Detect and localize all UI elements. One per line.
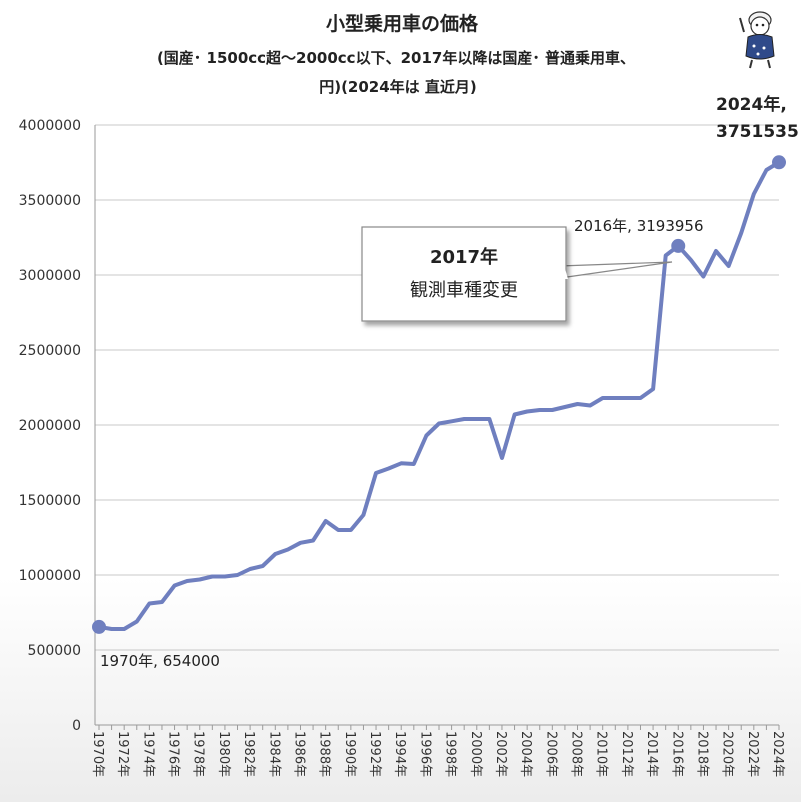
x-tick-label: 1978年 [191,731,206,777]
series-line [97,160,781,631]
y-tick-label: 2500000 [19,343,81,359]
callout-line2: 観測車種変更 [410,280,518,301]
x-tick-label: 1992年 [367,731,382,777]
x-tick-label: 2006年 [543,731,558,777]
x-tick-label: 2024年 [770,731,785,777]
y-tick-label: 4000000 [19,118,81,134]
y-tick-label: 1000000 [19,568,81,584]
x-tick-label: 2014年 [644,731,659,777]
x-tick-label: 1982年 [241,731,256,777]
x-tick-label: 1998年 [443,731,458,777]
y-tick-label: 1500000 [19,493,81,509]
data-point-2024 [772,155,786,170]
y-tick-label: 500000 [28,643,81,659]
x-axis: 1970年 1972年 1974年 1976年 1978年 1980年 1982年 1984年… [90,725,785,777]
x-tick-label: 1990年 [342,731,357,777]
data-label-2024-line1: 2024年, [716,94,787,115]
callout-line1: 2017年 [430,246,498,268]
x-tick-label: 1970年 [90,731,105,777]
chart-title: 小型乗用車の価格 [326,12,479,35]
mascot-character-icon [739,11,775,69]
x-tick-label: 1976年 [166,731,181,777]
y-tick-label: 2000000 [19,418,81,434]
x-tick-label: 2008年 [569,731,584,777]
x-tick-label: 1988年 [317,731,332,777]
x-tick-label: 1980年 [216,731,231,777]
x-tick-label: 1972年 [115,731,130,777]
x-tick-label: 2020年 [720,731,735,777]
y-tick-label: 3000000 [19,268,81,284]
x-tick-label: 2012年 [619,731,634,777]
data-label-2016: 2016年, 3193956 [574,217,704,235]
x-tick-label: 2000年 [468,731,483,777]
callout-2017: 2017年 観測車種変更 [361,226,673,322]
callout-pointer [559,261,673,279]
data-point-1970 [92,619,106,634]
y-axis: 0 500000 1000000 1500000 2000000 2500000 30000… [19,118,81,734]
x-tick-label: 2002年 [493,731,508,777]
x-tick-label: 2004年 [518,731,533,777]
chart-subtitle-line1: (国産･ 1500cc超～2000cc以下、2017年以降は国産･ 普通乗用車、 [157,49,635,67]
data-point-2016 [671,238,686,253]
x-tick-label: 1986年 [291,731,306,777]
callout-box [361,226,567,322]
x-tick-label: 1994年 [392,731,407,777]
y-tick-label: 3500000 [19,193,81,209]
y-tick-label: 0 [72,718,81,734]
series-line-group [92,155,786,634]
data-label-2024-line2: 3751535 [716,122,799,142]
x-tick-label: 2016年 [669,731,684,777]
x-tick-label: 2010年 [594,731,609,777]
data-label-1970: 1970年, 654000 [100,652,220,670]
x-tick-label: 1984年 [266,731,281,777]
chart-subtitle-line2: 円)(2024年は 直近月) [319,78,477,96]
x-tick-label: 2022年 [745,731,760,777]
x-tick-label: 1996年 [417,731,432,777]
x-tick-label: 1974年 [140,731,155,777]
x-tick-label: 2018年 [694,731,709,777]
